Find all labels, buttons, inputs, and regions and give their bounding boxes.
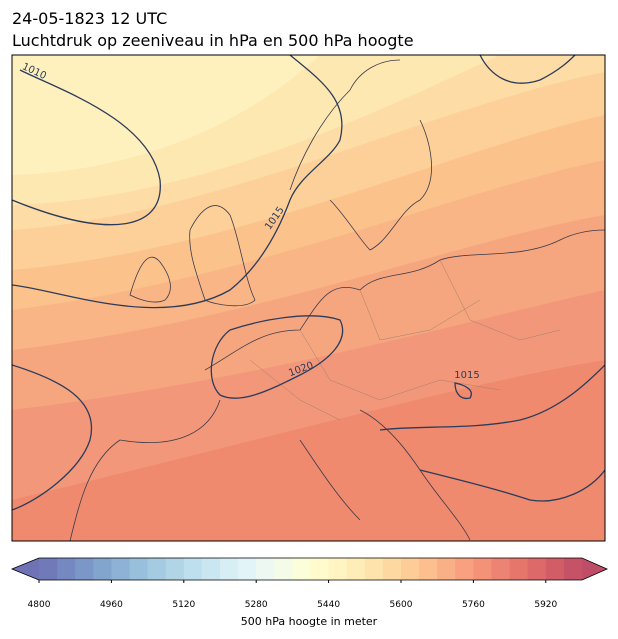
colorbar-swatch: [437, 558, 456, 580]
colorbar-outline: [10, 557, 608, 581]
colorbar-swatch: [111, 558, 130, 580]
colorbar-tick-label: 5600: [390, 600, 413, 610]
isobar: [12, 69, 161, 226]
colorbar-swatch: [238, 558, 257, 580]
map-frame: [11, 54, 606, 542]
colorbar-swatch: [382, 558, 402, 580]
isobar: [479, 55, 576, 84]
colorbar-swatch: [220, 558, 239, 580]
colorbar-swatch: [310, 558, 330, 580]
map-area: 1010 1015 1020 1015: [12, 55, 605, 541]
isobar-label: 1015: [454, 370, 479, 381]
colorbar-swatch: [93, 558, 112, 580]
country-border: [249, 259, 561, 421]
colorbar: 4800 4960 5120 5280 5440 5600 5760 5920: [10, 557, 608, 610]
colorbar-extend: [12, 558, 39, 580]
colorbar-swatch: [419, 558, 438, 580]
colorbar-swatch: [292, 558, 311, 580]
colorbar-swatch: [491, 558, 511, 580]
colorbar-swatch: [274, 558, 293, 580]
colorbar-swatch: [57, 558, 76, 580]
colorbar-swatch: [183, 558, 203, 580]
colorbar-swatch: [364, 558, 384, 580]
colorbar-swatch: [201, 558, 221, 580]
colorbar-swatch: [473, 558, 492, 580]
map-subtitle: Luchtdruk op zeeniveau in hPa en 500 hPa…: [12, 31, 414, 50]
colorbar-swatch: [527, 558, 547, 580]
colorbar-swatch: [545, 558, 565, 580]
colorbar-tick-label: 5760: [462, 600, 485, 610]
colorbar-swatch: [256, 558, 275, 580]
colorbar-tick-label: 5440: [317, 600, 340, 610]
colorbar-tick-label: 5920: [534, 600, 557, 610]
colorbar-swatch: [39, 558, 58, 580]
colorbar-label: 500 hPa hoogte in meter: [241, 615, 378, 628]
colorbar-tick-label: 5280: [245, 600, 268, 610]
colorbar-swatch: [563, 558, 583, 580]
isobar: [210, 315, 344, 399]
colorbar-swatch: [346, 558, 366, 580]
colorbar-extend: [582, 558, 607, 580]
colorbar-tick-label: 5120: [172, 600, 195, 610]
colorbar-tick-label: 4960: [100, 600, 123, 610]
height-band: [12, 55, 320, 175]
colorbar-swatch: [401, 558, 420, 580]
isobar: [12, 55, 343, 309]
colorbar-swatch: [75, 558, 94, 580]
colorbar-swatch: [129, 558, 149, 580]
colorbar-swatch: [165, 558, 185, 580]
map-title: 24-05-1823 12 UTC: [12, 9, 167, 28]
colorbar-swatch: [455, 558, 474, 580]
isobar: [379, 364, 605, 431]
colorbar-swatch: [509, 558, 529, 580]
colorbar-swatch: [328, 558, 348, 580]
isobar: [454, 382, 472, 400]
isobar: [12, 364, 93, 511]
isobar: [419, 469, 605, 502]
colorbar-tick-label: 4800: [28, 600, 51, 610]
colorbar-swatch: [147, 558, 167, 580]
